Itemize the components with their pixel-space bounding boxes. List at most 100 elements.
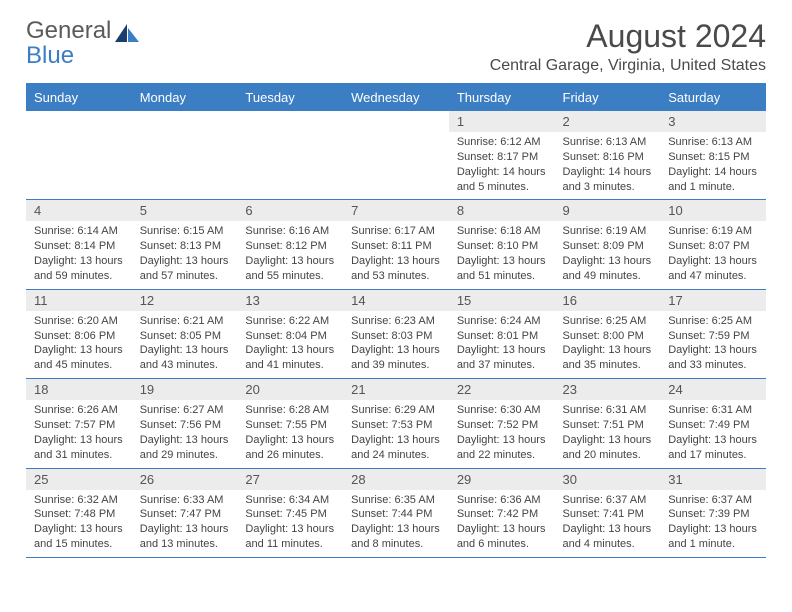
sunset-text: Sunset: 7:42 PM: [457, 507, 547, 522]
day-number: 2: [555, 111, 661, 132]
day-data: Sunrise: 6:18 AMSunset: 8:10 PMDaylight:…: [449, 221, 555, 288]
calendar-row: 4Sunrise: 6:14 AMSunset: 8:14 PMDaylight…: [26, 200, 766, 289]
sunrise-text: Sunrise: 6:26 AM: [34, 403, 124, 418]
sunrise-text: Sunrise: 6:21 AM: [140, 314, 230, 329]
calendar-cell: 2Sunrise: 6:13 AMSunset: 8:16 PMDaylight…: [555, 111, 661, 200]
sunset-text: Sunset: 8:16 PM: [563, 150, 653, 165]
sunrise-text: Sunrise: 6:19 AM: [668, 224, 758, 239]
calendar-cell: 21Sunrise: 6:29 AMSunset: 7:53 PMDayligh…: [343, 379, 449, 468]
daylight-text: Daylight: 13 hours and 13 minutes.: [140, 522, 230, 552]
day-data: Sunrise: 6:25 AMSunset: 7:59 PMDaylight:…: [660, 311, 766, 378]
day-number: 30: [555, 469, 661, 490]
calendar-cell: 4Sunrise: 6:14 AMSunset: 8:14 PMDaylight…: [26, 200, 132, 289]
day-number: 21: [343, 379, 449, 400]
calendar-cell: 19Sunrise: 6:27 AMSunset: 7:56 PMDayligh…: [132, 379, 238, 468]
calendar-cell: 25Sunrise: 6:32 AMSunset: 7:48 PMDayligh…: [26, 468, 132, 557]
calendar-cell: 24Sunrise: 6:31 AMSunset: 7:49 PMDayligh…: [660, 379, 766, 468]
daylight-text: Daylight: 13 hours and 35 minutes.: [563, 343, 653, 373]
weekday-header: Monday: [132, 84, 238, 111]
sunset-text: Sunset: 7:51 PM: [563, 418, 653, 433]
sunset-text: Sunset: 7:41 PM: [563, 507, 653, 522]
weekday-header: Friday: [555, 84, 661, 111]
daylight-text: Daylight: 13 hours and 57 minutes.: [140, 254, 230, 284]
calendar-cell: 6Sunrise: 6:16 AMSunset: 8:12 PMDaylight…: [237, 200, 343, 289]
day-number: 7: [343, 200, 449, 221]
day-number: 8: [449, 200, 555, 221]
day-data: Sunrise: 6:28 AMSunset: 7:55 PMDaylight:…: [237, 400, 343, 467]
daylight-text: Daylight: 13 hours and 11 minutes.: [245, 522, 335, 552]
sunrise-text: Sunrise: 6:22 AM: [245, 314, 335, 329]
sunset-text: Sunset: 8:05 PM: [140, 329, 230, 344]
day-data: Sunrise: 6:25 AMSunset: 8:00 PMDaylight:…: [555, 311, 661, 378]
day-data: Sunrise: 6:27 AMSunset: 7:56 PMDaylight:…: [132, 400, 238, 467]
daylight-text: Daylight: 13 hours and 49 minutes.: [563, 254, 653, 284]
daylight-text: Daylight: 13 hours and 37 minutes.: [457, 343, 547, 373]
calendar-cell: 3Sunrise: 6:13 AMSunset: 8:15 PMDaylight…: [660, 111, 766, 200]
day-data: Sunrise: 6:31 AMSunset: 7:49 PMDaylight:…: [660, 400, 766, 467]
day-number: 24: [660, 379, 766, 400]
sunset-text: Sunset: 7:44 PM: [351, 507, 441, 522]
day-number: 11: [26, 290, 132, 311]
sunset-text: Sunset: 8:17 PM: [457, 150, 547, 165]
daylight-text: Daylight: 13 hours and 31 minutes.: [34, 433, 124, 463]
sunrise-text: Sunrise: 6:13 AM: [563, 135, 653, 150]
sunrise-text: Sunrise: 6:36 AM: [457, 493, 547, 508]
day-number: 28: [343, 469, 449, 490]
calendar-cell: 31Sunrise: 6:37 AMSunset: 7:39 PMDayligh…: [660, 468, 766, 557]
weekday-header: Wednesday: [343, 84, 449, 111]
calendar-cell: 17Sunrise: 6:25 AMSunset: 7:59 PMDayligh…: [660, 289, 766, 378]
daylight-text: Daylight: 13 hours and 39 minutes.: [351, 343, 441, 373]
sunset-text: Sunset: 7:45 PM: [245, 507, 335, 522]
day-number: 10: [660, 200, 766, 221]
sunset-text: Sunset: 8:04 PM: [245, 329, 335, 344]
sunrise-text: Sunrise: 6:28 AM: [245, 403, 335, 418]
day-data: Sunrise: 6:16 AMSunset: 8:12 PMDaylight:…: [237, 221, 343, 288]
sunset-text: Sunset: 8:12 PM: [245, 239, 335, 254]
day-number: 29: [449, 469, 555, 490]
daylight-text: Daylight: 14 hours and 5 minutes.: [457, 165, 547, 195]
daylight-text: Daylight: 13 hours and 51 minutes.: [457, 254, 547, 284]
day-number: 5: [132, 200, 238, 221]
calendar-cell: 8Sunrise: 6:18 AMSunset: 8:10 PMDaylight…: [449, 200, 555, 289]
sunrise-text: Sunrise: 6:16 AM: [245, 224, 335, 239]
calendar-cell: 20Sunrise: 6:28 AMSunset: 7:55 PMDayligh…: [237, 379, 343, 468]
calendar-cell: 12Sunrise: 6:21 AMSunset: 8:05 PMDayligh…: [132, 289, 238, 378]
calendar-cell: 30Sunrise: 6:37 AMSunset: 7:41 PMDayligh…: [555, 468, 661, 557]
day-data: Sunrise: 6:21 AMSunset: 8:05 PMDaylight:…: [132, 311, 238, 378]
daylight-text: Daylight: 13 hours and 47 minutes.: [668, 254, 758, 284]
sunrise-text: Sunrise: 6:13 AM: [668, 135, 758, 150]
sunrise-text: Sunrise: 6:27 AM: [140, 403, 230, 418]
daylight-text: Daylight: 13 hours and 22 minutes.: [457, 433, 547, 463]
day-data: Sunrise: 6:19 AMSunset: 8:07 PMDaylight:…: [660, 221, 766, 288]
day-number: 12: [132, 290, 238, 311]
day-number: 13: [237, 290, 343, 311]
logo-text-bottom: Blue: [26, 43, 111, 68]
calendar-cell: 29Sunrise: 6:36 AMSunset: 7:42 PMDayligh…: [449, 468, 555, 557]
day-data: Sunrise: 6:36 AMSunset: 7:42 PMDaylight:…: [449, 490, 555, 557]
day-data: Sunrise: 6:29 AMSunset: 7:53 PMDaylight:…: [343, 400, 449, 467]
day-number: 26: [132, 469, 238, 490]
calendar-cell: 18Sunrise: 6:26 AMSunset: 7:57 PMDayligh…: [26, 379, 132, 468]
header: General Blue August 2024 Central Garage,…: [26, 18, 766, 75]
day-data: Sunrise: 6:24 AMSunset: 8:01 PMDaylight:…: [449, 311, 555, 378]
day-data: Sunrise: 6:37 AMSunset: 7:41 PMDaylight:…: [555, 490, 661, 557]
calendar-cell: 22Sunrise: 6:30 AMSunset: 7:52 PMDayligh…: [449, 379, 555, 468]
sail-icon: [115, 24, 141, 49]
calendar-cell: [237, 111, 343, 200]
day-data: Sunrise: 6:33 AMSunset: 7:47 PMDaylight:…: [132, 490, 238, 557]
sunrise-text: Sunrise: 6:34 AM: [245, 493, 335, 508]
day-data: Sunrise: 6:12 AMSunset: 8:17 PMDaylight:…: [449, 132, 555, 199]
daylight-text: Daylight: 14 hours and 1 minute.: [668, 165, 758, 195]
calendar-cell: 13Sunrise: 6:22 AMSunset: 8:04 PMDayligh…: [237, 289, 343, 378]
sunset-text: Sunset: 7:56 PM: [140, 418, 230, 433]
day-number: 20: [237, 379, 343, 400]
weekday-header: Thursday: [449, 84, 555, 111]
calendar-cell: [343, 111, 449, 200]
logo: General Blue: [26, 18, 141, 68]
sunset-text: Sunset: 8:06 PM: [34, 329, 124, 344]
daylight-text: Daylight: 13 hours and 45 minutes.: [34, 343, 124, 373]
sunrise-text: Sunrise: 6:23 AM: [351, 314, 441, 329]
day-data: Sunrise: 6:23 AMSunset: 8:03 PMDaylight:…: [343, 311, 449, 378]
sunrise-text: Sunrise: 6:31 AM: [668, 403, 758, 418]
calendar-cell: 9Sunrise: 6:19 AMSunset: 8:09 PMDaylight…: [555, 200, 661, 289]
